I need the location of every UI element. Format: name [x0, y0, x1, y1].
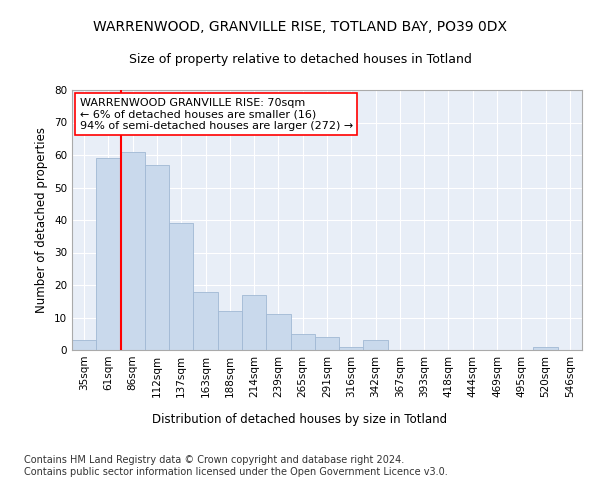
Bar	[315, 337, 339, 350]
Bar	[121, 152, 145, 350]
Bar	[242, 295, 266, 350]
Bar	[218, 311, 242, 350]
Bar	[339, 347, 364, 350]
Bar	[145, 165, 169, 350]
Text: WARRENWOOD, GRANVILLE RISE, TOTLAND BAY, PO39 0DX: WARRENWOOD, GRANVILLE RISE, TOTLAND BAY,…	[93, 20, 507, 34]
Y-axis label: Number of detached properties: Number of detached properties	[35, 127, 49, 313]
Bar	[364, 340, 388, 350]
Bar	[266, 314, 290, 350]
Bar	[290, 334, 315, 350]
Text: WARRENWOOD GRANVILLE RISE: 70sqm
← 6% of detached houses are smaller (16)
94% of: WARRENWOOD GRANVILLE RISE: 70sqm ← 6% of…	[80, 98, 353, 131]
Bar	[533, 347, 558, 350]
Bar	[193, 292, 218, 350]
Bar	[169, 223, 193, 350]
Bar	[72, 340, 96, 350]
Text: Contains HM Land Registry data © Crown copyright and database right 2024.
Contai: Contains HM Land Registry data © Crown c…	[24, 455, 448, 476]
Text: Distribution of detached houses by size in Totland: Distribution of detached houses by size …	[152, 412, 448, 426]
Text: Size of property relative to detached houses in Totland: Size of property relative to detached ho…	[128, 52, 472, 66]
Bar	[96, 158, 121, 350]
